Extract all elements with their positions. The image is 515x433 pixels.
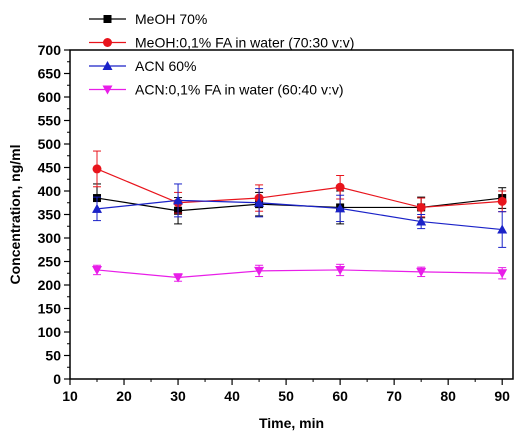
legend-item-4: ACN:0,1% FA in water (60:40 v:v) bbox=[89, 82, 344, 98]
series-line bbox=[96, 199, 503, 231]
x-tick-label: 10 bbox=[62, 388, 78, 404]
data-point bbox=[335, 203, 346, 213]
y-tick-label: 650 bbox=[38, 66, 62, 82]
series-2 bbox=[92, 150, 507, 218]
legend-marker bbox=[103, 15, 112, 23]
x-tick-label: 40 bbox=[224, 388, 240, 404]
data-point bbox=[92, 203, 103, 213]
y-tick-label: 400 bbox=[38, 183, 62, 199]
legend-item-3: ACN 60% bbox=[89, 58, 196, 74]
series-layer bbox=[92, 150, 508, 283]
y-tick-label: 200 bbox=[38, 277, 62, 293]
legend: MeOH 70% MeOH:0,1% FA in water (70:30 v:v… bbox=[89, 11, 354, 98]
y-tick-label: 550 bbox=[38, 113, 62, 129]
data-point bbox=[254, 197, 265, 207]
data-point bbox=[92, 265, 103, 275]
series-4 bbox=[92, 263, 508, 283]
y-tick-label: 300 bbox=[38, 230, 62, 246]
data-point bbox=[173, 195, 184, 205]
data-point bbox=[92, 164, 102, 174]
legend-label: ACN:0,1% FA in water (60:40 v:v) bbox=[135, 82, 344, 98]
legend-label: ACN 60% bbox=[135, 58, 196, 74]
data-point bbox=[497, 269, 508, 279]
y-tick-label: 250 bbox=[38, 254, 62, 270]
series-line bbox=[96, 197, 503, 212]
x-tick-label: 80 bbox=[440, 388, 456, 404]
y-tick-label: 450 bbox=[38, 160, 62, 176]
y-tick-label: 150 bbox=[38, 301, 62, 317]
data-point bbox=[497, 224, 508, 234]
x-tick-label: 60 bbox=[332, 388, 348, 404]
data-point bbox=[416, 216, 427, 226]
y-tick-label: 700 bbox=[38, 42, 62, 58]
data-point bbox=[335, 182, 345, 192]
data-point bbox=[416, 202, 426, 212]
data-point bbox=[416, 267, 427, 277]
x-tick-label: 90 bbox=[494, 388, 510, 404]
x-tick-label: 70 bbox=[386, 388, 402, 404]
y-tick-label: 350 bbox=[38, 207, 62, 223]
data-point bbox=[497, 196, 507, 206]
data-point bbox=[173, 273, 184, 283]
legend-marker bbox=[102, 85, 113, 95]
x-tick-label: 30 bbox=[170, 388, 186, 404]
legend-marker bbox=[103, 38, 112, 47]
legend-label: MeOH:0,1% FA in water (70:30 v:v) bbox=[135, 35, 354, 51]
legend-item-2: MeOH:0,1% FA in water (70:30 v:v) bbox=[89, 35, 354, 51]
series-line bbox=[96, 269, 503, 279]
y-axis-title: Concentration, ng/ml bbox=[7, 145, 23, 285]
data-point bbox=[254, 266, 265, 276]
y-tick-label: 100 bbox=[38, 324, 62, 340]
x-tick-label: 20 bbox=[116, 388, 132, 404]
legend-marker bbox=[102, 61, 113, 70]
y-tick-label: 600 bbox=[38, 89, 62, 105]
series-1 bbox=[93, 183, 507, 225]
data-point bbox=[335, 265, 346, 275]
y-tick-label: 50 bbox=[45, 348, 61, 364]
series-3 bbox=[92, 183, 508, 248]
legend-item-1: MeOH 70% bbox=[89, 11, 207, 27]
y-tick-label: 500 bbox=[38, 136, 62, 152]
axis-ticks: 0 50 100 150 200 250 300 350 400 450 500 550 600 650 7… bbox=[38, 42, 511, 404]
x-axis-title: Time, min bbox=[259, 415, 324, 431]
x-tick-label: 50 bbox=[278, 388, 294, 404]
y-tick-label: 0 bbox=[53, 371, 61, 387]
plot-frame bbox=[69, 49, 514, 380]
series-line bbox=[96, 168, 503, 209]
legend-label: MeOH 70% bbox=[135, 11, 207, 27]
